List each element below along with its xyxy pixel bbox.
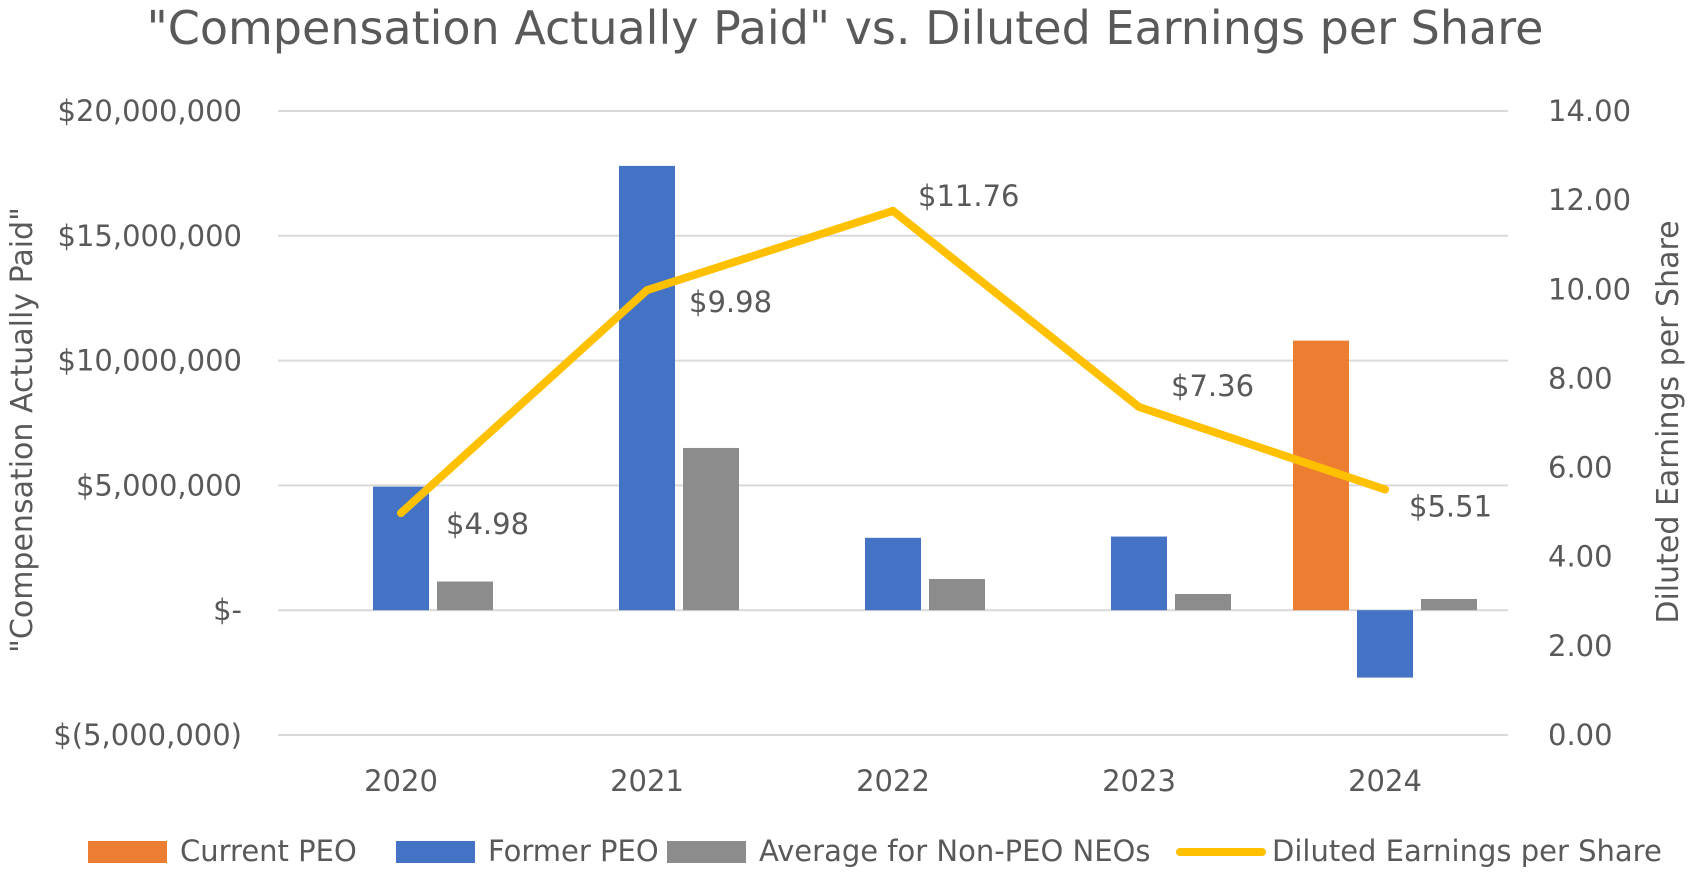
left-axis-tick-label: $- bbox=[213, 593, 242, 627]
eps-data-label: $5.51 bbox=[1409, 489, 1492, 523]
eps-point-2020 bbox=[397, 509, 405, 518]
gridlines bbox=[278, 110, 1508, 736]
left-axis-tick-label: $(5,000,000) bbox=[53, 718, 242, 752]
eps-point-2024 bbox=[1381, 485, 1389, 494]
category-label: 2022 bbox=[856, 764, 930, 798]
category-label: 2021 bbox=[610, 764, 684, 798]
bars bbox=[373, 165, 1477, 678]
legend-swatch-former-peo bbox=[396, 841, 475, 863]
bar-former-peo-2022 bbox=[865, 537, 921, 611]
left-axis-title: "Compensation Actually Paid" bbox=[5, 207, 40, 653]
eps-data-label: $7.36 bbox=[1171, 369, 1254, 403]
eps-line bbox=[397, 206, 1389, 518]
bar-average-for-non-peo-neos-2020 bbox=[437, 581, 493, 611]
right-axis-tick-label: 14.00 bbox=[1548, 94, 1631, 128]
chart-title: "Compensation Actually Paid" vs. Diluted… bbox=[147, 1, 1544, 55]
eps-point-2022 bbox=[889, 206, 897, 215]
bar-average-for-non-peo-neos-2022 bbox=[929, 579, 985, 611]
category-axis-ticks: 2020 2021 2022 2023 2024 bbox=[364, 764, 1422, 798]
eps-data-label: $4.98 bbox=[446, 507, 529, 541]
category-label: 2020 bbox=[364, 764, 438, 798]
right-axis-tick-label: 2.00 bbox=[1548, 629, 1613, 663]
legend: Current PEO Former PEO Average for Non-PEO… bbox=[88, 834, 1662, 868]
bar-former-peo-2021 bbox=[619, 165, 675, 611]
bar-average-for-non-peo-neos-2024 bbox=[1421, 598, 1477, 611]
legend-label-former-peo: Former PEO bbox=[488, 834, 659, 868]
bar-average-for-non-peo-neos-2021 bbox=[683, 447, 739, 611]
bar-former-peo-2023 bbox=[1111, 536, 1167, 611]
left-axis-tick-label: $15,000,000 bbox=[58, 219, 243, 253]
eps-line-layer: $4.98 $9.98 $11.76 $7.36 $5.51 bbox=[397, 179, 1492, 541]
category-label: 2024 bbox=[1348, 764, 1422, 798]
legend-label-diluted-earnings-per-share: Diluted Earnings per Share bbox=[1272, 834, 1662, 868]
right-axis-tick-label: 6.00 bbox=[1548, 451, 1613, 485]
legend-label-current-peo: Current PEO bbox=[180, 834, 357, 868]
eps-point-2023 bbox=[1135, 402, 1143, 411]
legend-label-average-for-non-peo-neos: Average for Non-PEO NEOs bbox=[759, 834, 1151, 868]
left-axis-tick-label: $20,000,000 bbox=[58, 94, 243, 128]
legend-swatch-current-peo bbox=[88, 841, 167, 863]
right-axis-tick-label: 0.00 bbox=[1548, 718, 1613, 752]
eps-data-label: $11.76 bbox=[918, 179, 1019, 213]
right-axis-ticks: 14.00 12.00 10.00 8.00 6.00 4.00 2.00 0.00 bbox=[1548, 94, 1631, 752]
right-axis-tick-label: 12.00 bbox=[1548, 183, 1631, 217]
right-axis-tick-label: 10.00 bbox=[1548, 272, 1631, 306]
bar-former-peo-2024 bbox=[1357, 610, 1413, 678]
right-axis-tick-label: 4.00 bbox=[1548, 540, 1613, 574]
left-axis-tick-label: $5,000,000 bbox=[76, 468, 242, 502]
category-label: 2023 bbox=[1102, 764, 1176, 798]
right-axis-tick-label: 8.00 bbox=[1548, 361, 1613, 395]
eps-point-2021 bbox=[643, 286, 651, 295]
legend-swatch-average-for-non-peo-neos bbox=[667, 841, 746, 863]
right-axis-title: Diluted Earnings per Share bbox=[1651, 220, 1686, 623]
eps-data-label: $9.98 bbox=[689, 285, 772, 319]
left-axis-tick-label: $10,000,000 bbox=[58, 344, 243, 378]
left-axis-ticks: $20,000,000 $15,000,000 $10,000,000 $5,000,… bbox=[53, 94, 242, 752]
bar-former-peo-2020 bbox=[373, 486, 429, 611]
bar-average-for-non-peo-neos-2023 bbox=[1175, 593, 1231, 611]
